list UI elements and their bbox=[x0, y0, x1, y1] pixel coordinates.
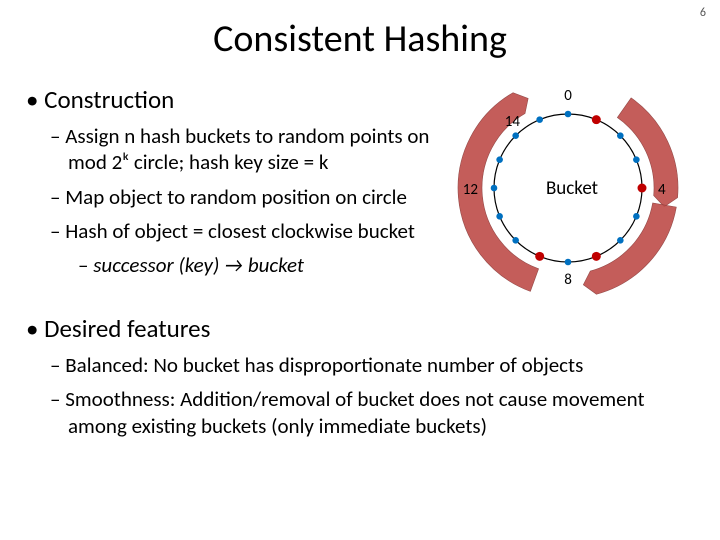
bullet-c3: Hash of object = closest clockwise bucke… bbox=[50, 218, 448, 244]
bullet-c3a: successor (key) → bucket bbox=[78, 252, 448, 278]
svg-text:14: 14 bbox=[505, 113, 521, 131]
bullet-desired: Desired features bbox=[26, 313, 698, 344]
bullet-construction: Construction bbox=[26, 84, 448, 115]
ring-diagram: 0 4 8 12 14 Bucket bbox=[448, 78, 698, 303]
svg-text:4: 4 bbox=[658, 181, 666, 199]
bullet-d2: Smoothness: Addition/removal of bucket d… bbox=[50, 386, 698, 439]
bullet-c2: Map object to random position on circle bbox=[50, 184, 448, 210]
svg-text:Bucket: Bucket bbox=[546, 177, 599, 200]
svg-text:0: 0 bbox=[564, 87, 572, 105]
slide-title: Consistent Hashing bbox=[22, 16, 698, 62]
bullet-c1: Assign n hash buckets to random points o… bbox=[50, 123, 448, 176]
page-number: 6 bbox=[700, 6, 706, 20]
svg-text:12: 12 bbox=[463, 181, 478, 199]
bullet-d1: Balanced: No bucket has disproportionate… bbox=[50, 352, 698, 378]
svg-text:8: 8 bbox=[564, 271, 572, 289]
